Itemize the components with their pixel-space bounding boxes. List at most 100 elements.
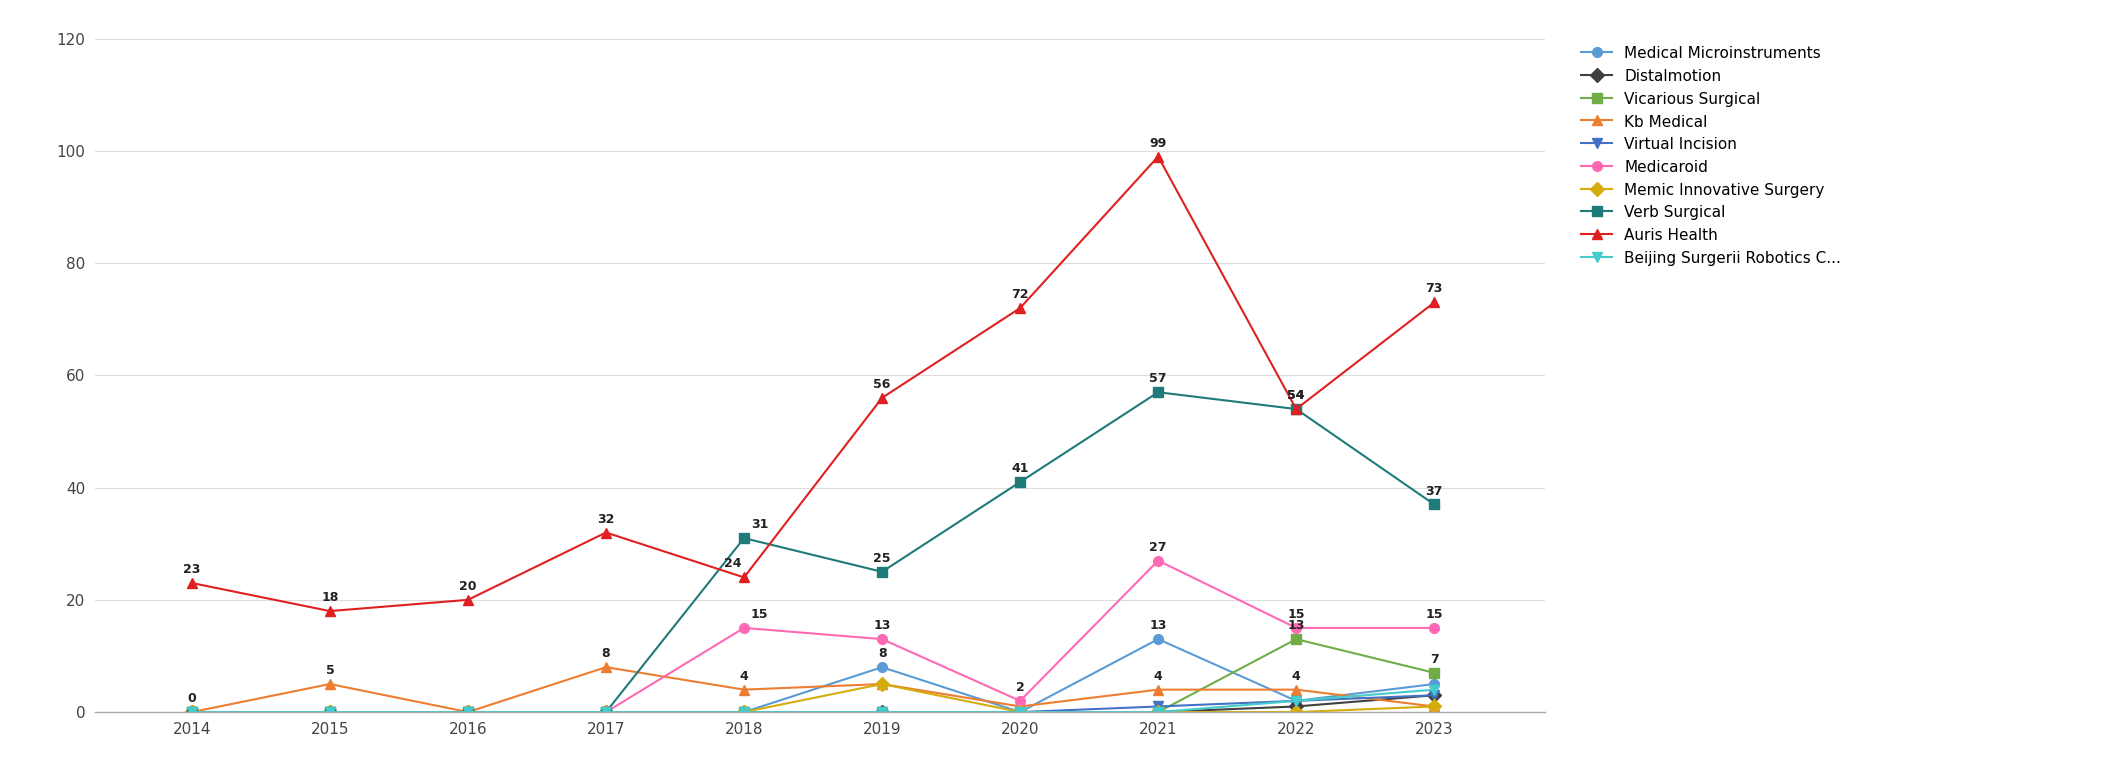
Virtual Incision [592,707,618,717]
Beijing Surgerii Robotics C... [732,707,758,717]
Auris Health [180,578,205,587]
Text: 25: 25 [874,552,891,565]
Text: 20: 20 [459,580,476,593]
Line: Memic Innovative Surgery: Memic Innovative Surgery [186,679,1439,717]
Memic Innovative Surgery [1145,707,1170,717]
Text: 13: 13 [1149,619,1166,632]
Medicaroid [732,623,758,632]
Verb Surgical [1422,500,1447,509]
Text: 24: 24 [724,557,743,570]
Distalmotion [732,707,758,717]
Line: Medical Microinstruments: Medical Microinstruments [186,634,1439,717]
Virtual Incision [1422,690,1447,700]
Vicarious Surgical [1422,668,1447,677]
Beijing Surgerii Robotics C... [1145,707,1170,717]
Vicarious Surgical [317,707,343,717]
Line: Distalmotion: Distalmotion [186,690,1439,717]
Medical Microinstruments [317,707,343,717]
Vicarious Surgical [732,707,758,717]
Medicaroid [592,707,618,717]
Kb Medical [455,707,480,717]
Virtual Incision [1145,702,1170,711]
Vicarious Surgical [870,707,895,717]
Medical Microinstruments [732,707,758,717]
Virtual Incision [1007,707,1033,717]
Medical Microinstruments [1007,707,1033,717]
Virtual Incision [1284,697,1310,706]
Distalmotion [317,707,343,717]
Text: 4: 4 [1153,670,1162,683]
Legend: Medical Microinstruments, Distalmotion, Vicarious Surgical, Kb Medical, Virtual : Medical Microinstruments, Distalmotion, … [1581,46,1841,265]
Vicarious Surgical [180,707,205,717]
Verb Surgical [180,707,205,717]
Beijing Surgerii Robotics C... [1422,685,1447,694]
Medical Microinstruments [180,707,205,717]
Verb Surgical [1145,388,1170,397]
Line: Kb Medical: Kb Medical [186,663,1439,717]
Vicarious Surgical [1007,707,1033,717]
Text: 7: 7 [1430,652,1439,666]
Auris Health [732,573,758,582]
Kb Medical [732,685,758,694]
Medicaroid [1422,623,1447,632]
Medicaroid [180,707,205,717]
Text: 99: 99 [1149,136,1166,149]
Medical Microinstruments [1284,697,1310,706]
Text: 15: 15 [751,608,768,621]
Text: 32: 32 [597,512,614,526]
Vicarious Surgical [1145,707,1170,717]
Kb Medical [1007,702,1033,711]
Line: Beijing Surgerii Robotics C...: Beijing Surgerii Robotics C... [186,685,1439,717]
Kb Medical [1422,702,1447,711]
Text: 15: 15 [1287,608,1306,621]
Text: 13: 13 [1287,619,1306,632]
Auris Health [1422,298,1447,307]
Vicarious Surgical [455,707,480,717]
Medicaroid [317,707,343,717]
Beijing Surgerii Robotics C... [870,707,895,717]
Line: Auris Health: Auris Health [186,152,1439,616]
Vicarious Surgical [592,707,618,717]
Virtual Incision [870,707,895,717]
Beijing Surgerii Robotics C... [317,707,343,717]
Text: 73: 73 [1426,283,1443,296]
Virtual Incision [317,707,343,717]
Virtual Incision [732,707,758,717]
Beijing Surgerii Robotics C... [1284,697,1310,706]
Kb Medical [180,707,205,717]
Beijing Surgerii Robotics C... [455,707,480,717]
Auris Health [1284,405,1310,414]
Medicaroid [1145,556,1170,565]
Memic Innovative Surgery [180,707,205,717]
Auris Health [870,393,895,402]
Line: Medicaroid: Medicaroid [186,556,1439,717]
Text: 8: 8 [878,647,887,660]
Text: 37: 37 [1426,485,1443,498]
Auris Health [1145,152,1170,161]
Kb Medical [317,680,343,689]
Distalmotion [592,707,618,717]
Text: 13: 13 [874,619,891,632]
Verb Surgical [592,707,618,717]
Medical Microinstruments [870,663,895,672]
Medical Microinstruments [592,707,618,717]
Verb Surgical [317,707,343,717]
Kb Medical [870,680,895,689]
Verb Surgical [732,533,758,543]
Distalmotion [180,707,205,717]
Distalmotion [455,707,480,717]
Text: 41: 41 [1011,462,1028,475]
Text: 15: 15 [1426,608,1443,621]
Text: 54: 54 [1287,389,1306,402]
Memic Innovative Surgery [870,680,895,689]
Text: 72: 72 [1011,288,1028,301]
Text: 8: 8 [601,647,609,660]
Text: 27: 27 [1149,540,1166,553]
Memic Innovative Surgery [317,707,343,717]
Memic Innovative Surgery [732,707,758,717]
Virtual Incision [455,707,480,717]
Verb Surgical [455,707,480,717]
Vicarious Surgical [1284,635,1310,644]
Distalmotion [1422,690,1447,700]
Line: Verb Surgical: Verb Surgical [186,387,1439,717]
